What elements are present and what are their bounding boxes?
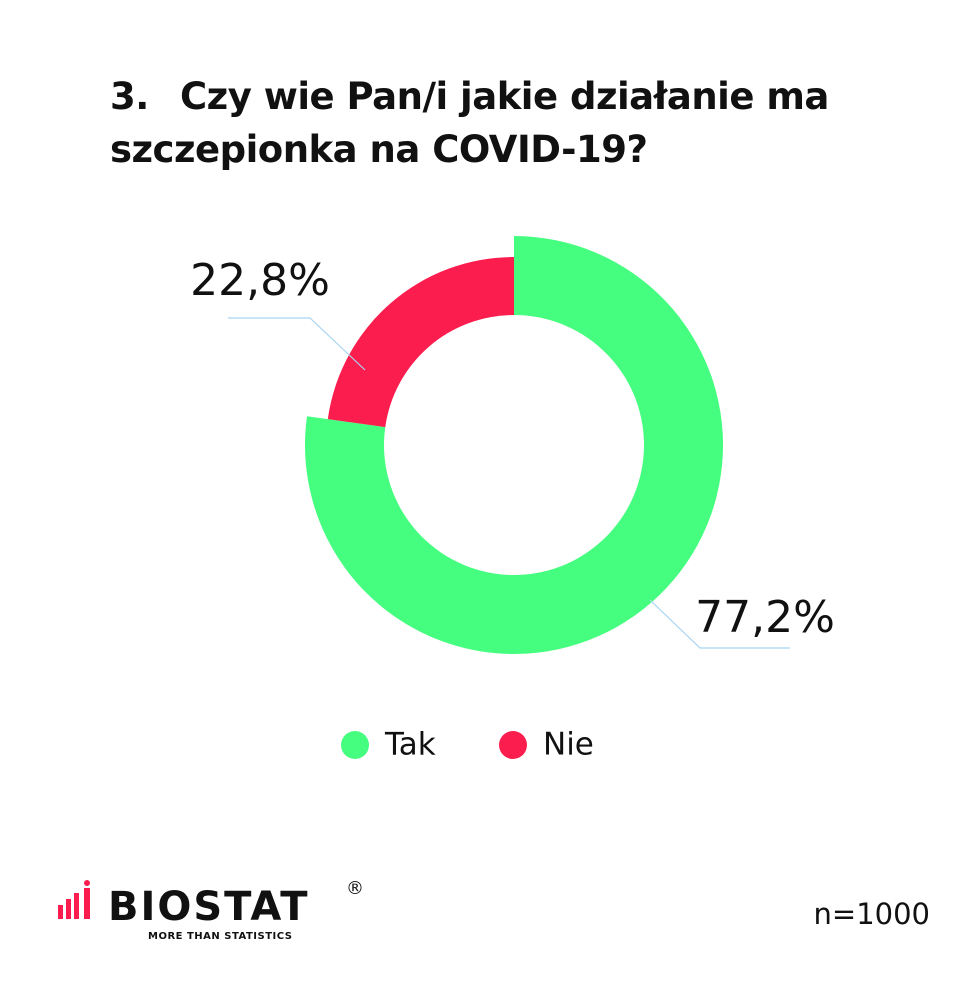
chart-title: 3. Czy wie Pan/i jakie działanie ma szcze…: [110, 70, 880, 176]
logo-tagline: MORE THAN STATISTICS: [148, 931, 292, 942]
leader-line: [649, 599, 790, 649]
value-label: 77,2%: [695, 592, 835, 643]
donut-segment: [327, 257, 514, 428]
sample-note: n=1000: [814, 897, 930, 931]
logo-mark: ®: [346, 878, 364, 899]
donut-segment: [305, 236, 723, 654]
legend-label: Tak: [384, 727, 436, 763]
logo-name: BIOSTAT: [108, 884, 310, 930]
title-text: Czy wie Pan/i jakie działanie ma szczepi…: [110, 75, 829, 171]
title-number: 3.: [110, 75, 149, 118]
logo-icon: [58, 880, 90, 919]
legend-swatch: [341, 731, 369, 759]
legend-label: Nie: [543, 727, 594, 763]
value-label: 22,8%: [190, 255, 330, 306]
leader-line: [228, 317, 366, 371]
legend-swatch: [499, 731, 527, 759]
